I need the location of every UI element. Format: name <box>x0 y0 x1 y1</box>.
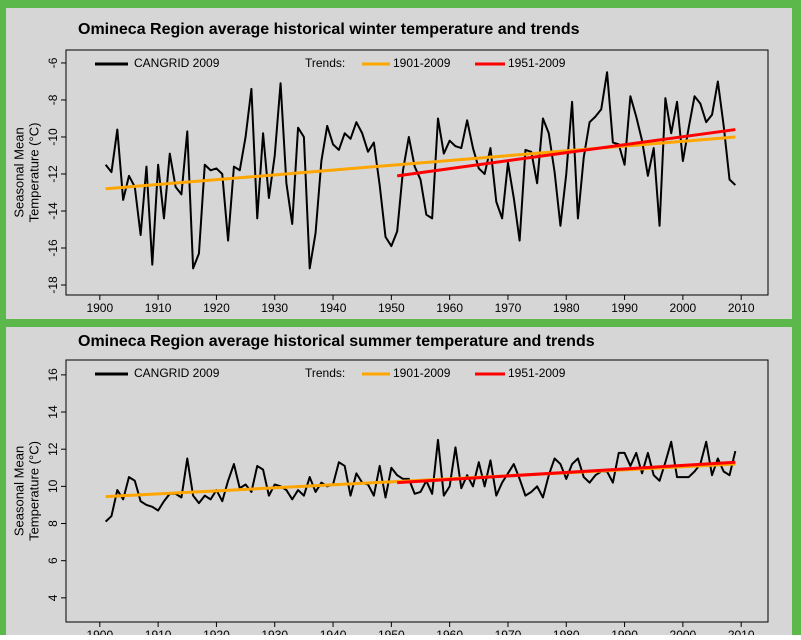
x-tick-label: 1900 <box>86 628 113 635</box>
y-tick-label: 6 <box>46 557 60 564</box>
x-tick-label: 1960 <box>436 301 463 315</box>
y-axis-label: Temperature (°C) <box>26 123 41 223</box>
legend-label: 1901-2009 <box>393 56 451 70</box>
x-tick-label: 1990 <box>611 301 638 315</box>
y-tick-label: -6 <box>46 57 60 68</box>
plot-area <box>65 359 769 623</box>
x-tick-label: 1900 <box>86 301 113 315</box>
y-tick-label: 4 <box>46 594 60 601</box>
x-tick-label: 1980 <box>553 628 580 635</box>
x-tick-label: 1920 <box>203 628 230 635</box>
chart-title: Omineca Region average historical summer… <box>78 333 595 350</box>
y-tick-label: 10 <box>46 479 60 493</box>
x-tick-label: 1930 <box>261 301 288 315</box>
legend-group-label: Trends: <box>305 366 345 380</box>
legend-group-label: Trends: <box>305 56 345 70</box>
x-tick-label: 2000 <box>670 301 697 315</box>
chart-title: Omineca Region average historical winter… <box>78 21 580 38</box>
x-tick-label: 1970 <box>495 628 522 635</box>
legend-label: CANGRID 2009 <box>134 366 220 380</box>
y-tick-label: 12 <box>46 442 60 456</box>
series-line <box>104 438 737 523</box>
plot-area <box>65 49 769 296</box>
x-tick-label: 2000 <box>670 628 697 635</box>
y-axis-label: Seasonal Mean <box>11 127 26 217</box>
y-tick-label: 14 <box>46 405 60 419</box>
series-line <box>397 460 736 485</box>
legend-label: 1951-2009 <box>508 56 566 70</box>
x-tick-label: 2010 <box>728 628 755 635</box>
x-tick-label: 1970 <box>495 301 522 315</box>
x-tick-label: 1960 <box>436 628 463 635</box>
legend-label: 1951-2009 <box>508 366 566 380</box>
x-tick-label: 1990 <box>611 628 638 635</box>
y-tick-label: -14 <box>46 202 60 220</box>
x-tick-label: 2010 <box>728 301 755 315</box>
x-tick-label: 1930 <box>261 628 288 635</box>
y-axis-label: Temperature (°C) <box>26 441 41 541</box>
y-tick-label: -8 <box>46 94 60 105</box>
y-tick-label: -16 <box>46 239 60 257</box>
x-tick-label: 1950 <box>378 301 405 315</box>
y-tick-label: -10 <box>46 128 60 146</box>
x-tick-label: 1950 <box>378 628 405 635</box>
y-axis-label: Seasonal Mean <box>11 446 26 536</box>
x-tick-label: 1940 <box>320 628 347 635</box>
y-tick-label: -18 <box>46 276 60 294</box>
series-line <box>104 71 737 270</box>
x-tick-label: 1940 <box>320 301 347 315</box>
x-tick-label: 1910 <box>145 628 172 635</box>
legend-label: CANGRID 2009 <box>134 56 220 70</box>
x-tick-label: 1980 <box>553 301 580 315</box>
x-tick-label: 1910 <box>145 301 172 315</box>
series-line <box>396 128 736 178</box>
y-tick-label: 8 <box>46 520 60 527</box>
y-tick-label: -12 <box>46 165 60 183</box>
legend-label: 1901-2009 <box>393 366 451 380</box>
y-tick-label: 16 <box>46 368 60 382</box>
x-tick-label: 1920 <box>203 301 230 315</box>
series-line <box>105 135 736 191</box>
